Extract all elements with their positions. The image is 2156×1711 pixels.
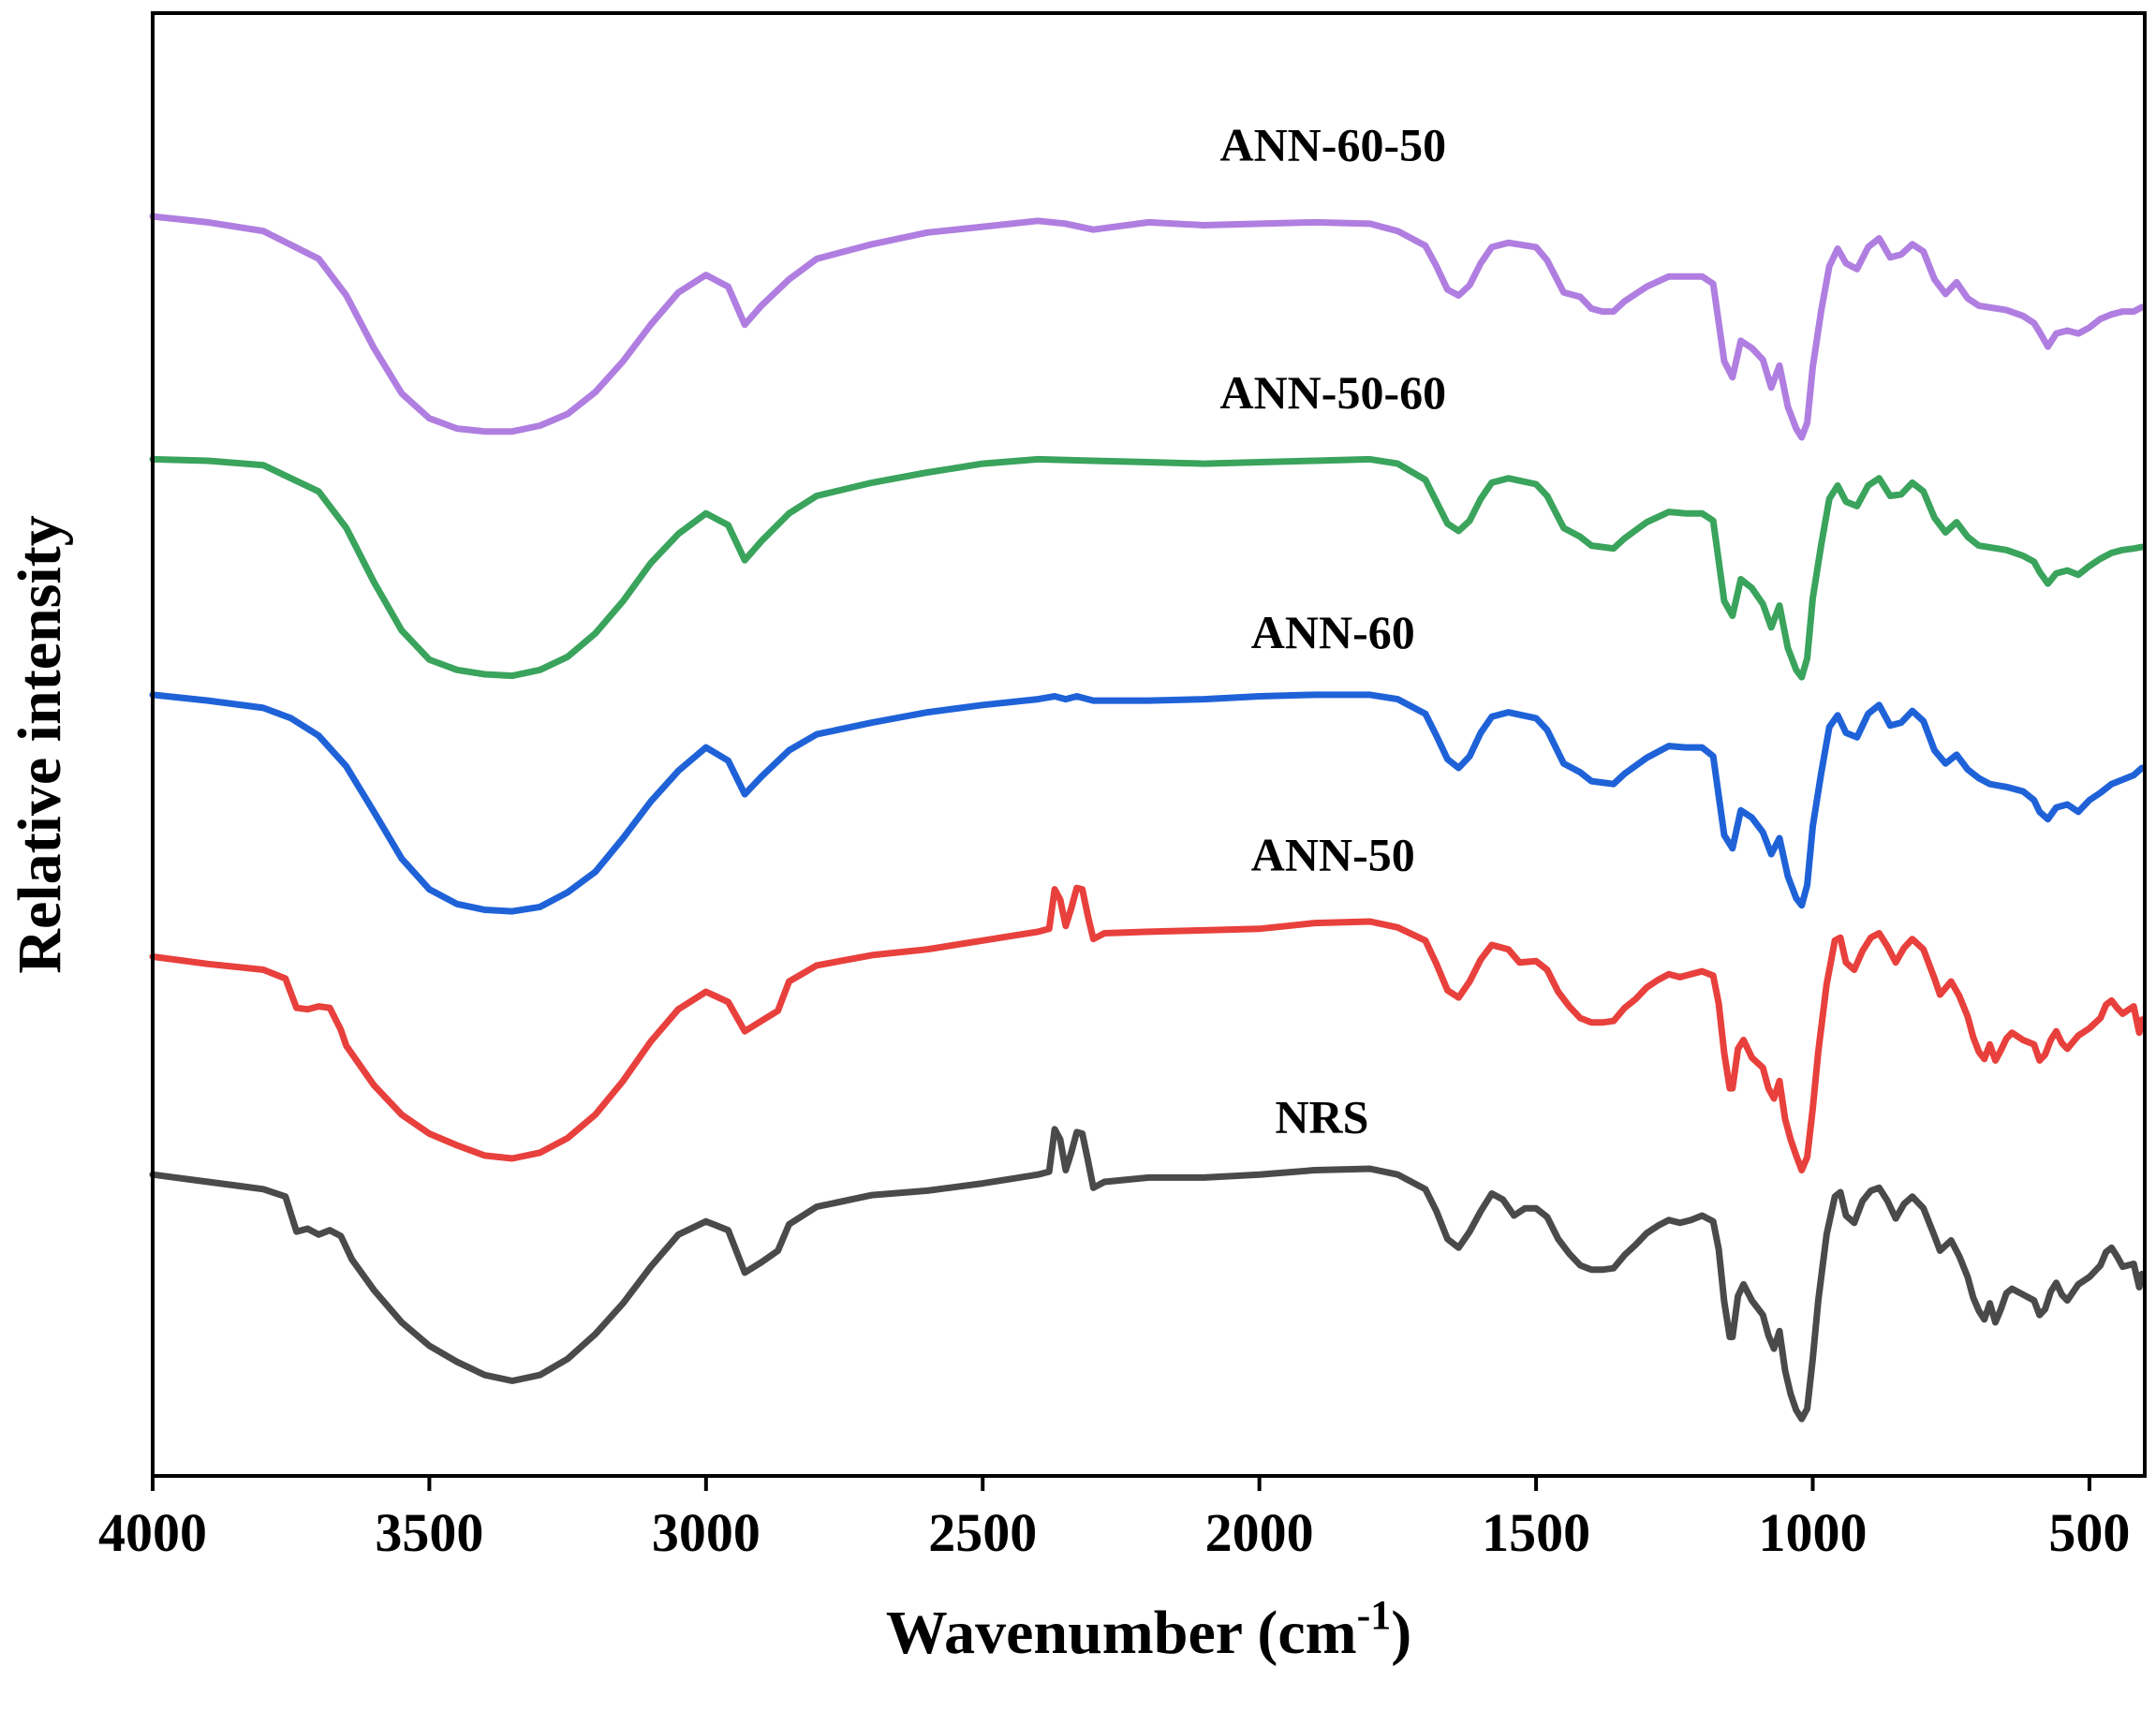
x-tick-label-2000: 2000 [1205,1502,1314,1563]
x-tick-label-4000: 4000 [98,1502,207,1563]
x-axis-title: Wavenumber (cm-1) [886,1592,1412,1667]
x-tick-label-2500: 2500 [928,1502,1037,1563]
x-axis-title-superscript: -1 [1357,1592,1392,1638]
y-axis-title: Relative intensity [6,515,74,973]
series-label-ann-50-60: ANN-50-60 [1219,366,1446,419]
x-tick-label-500: 500 [2048,1502,2130,1563]
series-line-nrs [149,1126,2146,1423]
series-line-ann-60 [149,691,2146,915]
x-axis-title-main: Wavenumber (cm [886,1599,1357,1667]
x-axis-ticks [151,1476,2091,1491]
x-tick-label-3000: 3000 [652,1502,761,1563]
x-tick-label-1500: 1500 [1482,1502,1590,1563]
plot-frame [151,11,2147,1478]
x-axis-title-close: ) [1391,1599,1411,1667]
series-lines [149,213,2146,1423]
series-line-ann-50-60 [149,455,2146,681]
series-label-ann-60: ANN-60 [1251,606,1415,658]
series-label-ann-50: ANN-50 [1251,829,1415,881]
series-labels: ANN-60-50 ANN-50-60 ANN-60 ANN-50 NRS [1219,118,1446,1143]
series-line-ann-50 [149,884,2146,1173]
series-label-ann-60-50: ANN-60-50 [1219,118,1446,170]
x-axis-tick-labels: 4000 3500 3000 2500 2000 1500 1000 500 [98,1502,2130,1563]
x-tick-label-1000: 1000 [1759,1502,1868,1563]
series-label-nrs: NRS [1275,1091,1368,1143]
series-line-ann-60-50 [149,213,2146,441]
x-tick-label-3500: 3500 [375,1502,483,1563]
